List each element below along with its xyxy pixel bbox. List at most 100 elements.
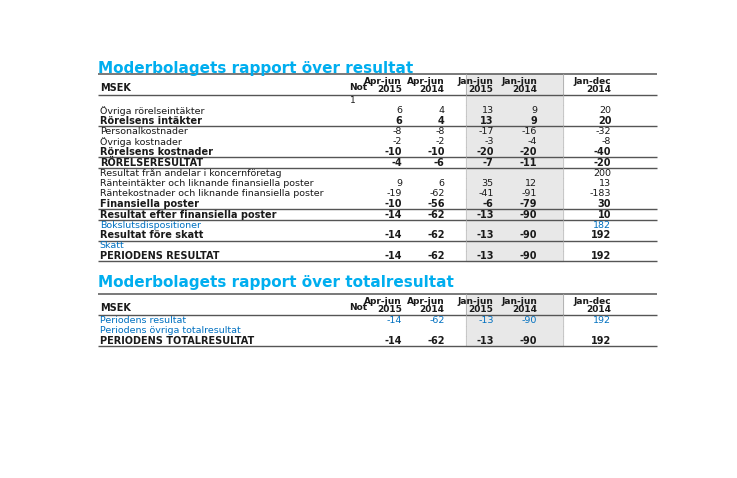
Text: Jan-jun: Jan-jun [458, 76, 494, 86]
Text: -2: -2 [393, 137, 402, 146]
Text: RÖRELSERESULTAT: RÖRELSERESULTAT [100, 158, 203, 168]
Text: 6: 6 [395, 116, 402, 126]
Text: Övriga rörelseintäkter: Övriga rörelseintäkter [100, 106, 204, 116]
Text: Apr-jun: Apr-jun [364, 76, 402, 86]
Text: -2: -2 [436, 137, 444, 146]
Text: 2015: 2015 [469, 305, 494, 315]
Text: -17: -17 [478, 127, 494, 136]
Text: MSEK: MSEK [100, 83, 130, 93]
Text: -16: -16 [522, 127, 537, 136]
Text: Jan-jun: Jan-jun [501, 297, 537, 306]
Text: -4: -4 [391, 158, 402, 168]
Bar [467, 116, 563, 126]
Text: 2015: 2015 [469, 85, 494, 94]
Bar [467, 209, 563, 220]
Bar [467, 336, 563, 347]
Bar [467, 199, 563, 209]
Text: -6: -6 [483, 199, 494, 209]
Text: 2014: 2014 [587, 85, 612, 94]
Text: 192: 192 [593, 316, 612, 325]
Text: -91: -91 [522, 189, 537, 198]
Text: -10: -10 [385, 199, 402, 209]
Text: -13: -13 [476, 251, 494, 261]
Text: -62: -62 [427, 210, 444, 219]
Bar [467, 178, 563, 189]
Text: 2015: 2015 [377, 85, 402, 94]
Text: -11: -11 [520, 158, 537, 168]
Text: 13: 13 [599, 179, 612, 188]
Text: MSEK: MSEK [100, 303, 130, 313]
Text: -4: -4 [528, 137, 537, 146]
Bar [467, 157, 563, 168]
Text: -40: -40 [594, 147, 612, 157]
Bar [467, 251, 563, 261]
Text: 192: 192 [591, 337, 612, 346]
Text: -13: -13 [476, 230, 494, 240]
Text: 9: 9 [530, 116, 537, 126]
Bar [467, 315, 563, 326]
Text: 12: 12 [525, 179, 537, 188]
Text: Resultat från andelar i koncernföretag: Resultat från andelar i koncernföretag [100, 168, 282, 178]
Text: Not: Not [349, 83, 368, 92]
Text: Resultat före skatt: Resultat före skatt [100, 230, 203, 240]
Bar [467, 220, 563, 230]
Text: Jan-jun: Jan-jun [501, 76, 537, 86]
Text: 2014: 2014 [420, 85, 444, 94]
Text: 192: 192 [591, 230, 612, 240]
Text: -10: -10 [427, 147, 444, 157]
Text: 2014: 2014 [512, 305, 537, 315]
Text: Periodens resultat: Periodens resultat [100, 316, 186, 325]
Text: -14: -14 [385, 230, 402, 240]
Text: Moderbolagets rapport över resultat: Moderbolagets rapport över resultat [98, 61, 413, 76]
Text: -62: -62 [427, 251, 444, 261]
Text: 2014: 2014 [420, 305, 444, 315]
Text: Rörelsens intäkter: Rörelsens intäkter [100, 116, 202, 126]
Text: -8: -8 [436, 127, 444, 136]
Text: -90: -90 [522, 316, 537, 325]
Text: Jan-dec: Jan-dec [573, 76, 612, 86]
Text: Apr-jun: Apr-jun [407, 297, 444, 306]
Text: -20: -20 [476, 147, 494, 157]
Bar [467, 168, 563, 178]
Text: -183: -183 [590, 189, 612, 198]
Text: 10: 10 [598, 210, 612, 219]
Text: Apr-jun: Apr-jun [407, 76, 444, 86]
Text: 4: 4 [439, 106, 444, 115]
Text: -56: -56 [427, 199, 444, 209]
Text: -10: -10 [385, 147, 402, 157]
Text: -90: -90 [520, 337, 537, 346]
Text: Moderbolagets rapport över totalresultat: Moderbolagets rapport över totalresultat [98, 275, 454, 290]
Bar [467, 95, 563, 106]
Text: 182: 182 [593, 220, 612, 229]
Text: -14: -14 [385, 337, 402, 346]
Text: Resultat efter finansiella poster: Resultat efter finansiella poster [100, 210, 276, 219]
Text: -62: -62 [427, 337, 444, 346]
Text: Rörelsens kostnader: Rörelsens kostnader [100, 147, 213, 157]
Text: 9: 9 [396, 179, 402, 188]
Text: 6: 6 [396, 106, 402, 115]
Text: Personalkostnader: Personalkostnader [100, 127, 188, 136]
Text: -13: -13 [476, 337, 494, 346]
Text: -13: -13 [478, 316, 494, 325]
Text: Skatt: Skatt [100, 241, 125, 250]
Text: 20: 20 [599, 106, 612, 115]
Text: -20: -20 [594, 158, 612, 168]
Text: -13: -13 [476, 210, 494, 219]
Text: 200: 200 [593, 169, 612, 177]
Text: Jan-dec: Jan-dec [573, 297, 612, 306]
Text: PERIODENS TOTALRESULTAT: PERIODENS TOTALRESULTAT [100, 337, 254, 346]
Text: 192: 192 [591, 251, 612, 261]
Text: 20: 20 [598, 116, 612, 126]
Text: -62: -62 [427, 230, 444, 240]
Text: -32: -32 [596, 127, 612, 136]
Text: 35: 35 [481, 179, 494, 188]
Text: Räntekostnader och liknande finansiella poster: Räntekostnader och liknande finansiella … [100, 189, 324, 198]
Text: -79: -79 [520, 199, 537, 209]
Text: Finansiella poster: Finansiella poster [100, 199, 199, 209]
Text: -8: -8 [602, 137, 612, 146]
Text: -62: -62 [430, 316, 444, 325]
Text: Övriga kostnader: Övriga kostnader [100, 137, 182, 147]
Text: -14: -14 [385, 210, 402, 219]
Text: 30: 30 [598, 199, 612, 209]
Text: -41: -41 [478, 189, 494, 198]
